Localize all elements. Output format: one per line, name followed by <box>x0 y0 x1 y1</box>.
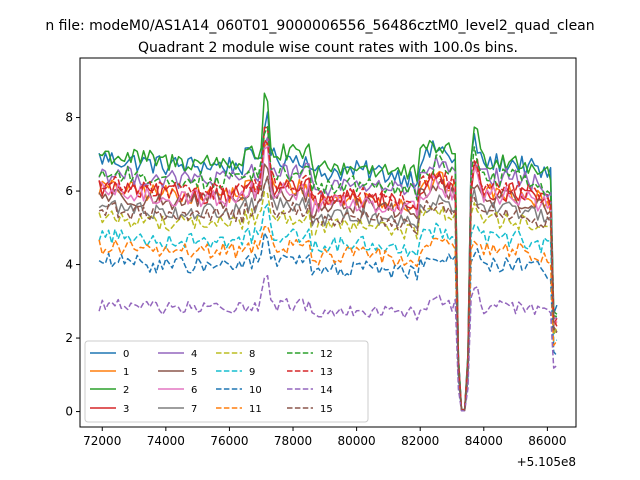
legend-label-13: 13 <box>320 367 333 378</box>
legend-label-5: 5 <box>191 367 197 378</box>
plot-frame <box>79 57 577 428</box>
series-line-13 <box>98 139 558 411</box>
x-tick-label: 84000 <box>465 434 503 448</box>
legend-label-1: 1 <box>123 367 129 378</box>
x-tick-label: 74000 <box>147 434 185 448</box>
legend-label-8: 8 <box>249 349 255 360</box>
legend-label-10: 10 <box>249 385 262 396</box>
legend-label-2: 2 <box>123 385 129 396</box>
y-tick-label: 4 <box>65 258 73 272</box>
y-tick-label: 0 <box>65 405 73 419</box>
series-line-7 <box>98 176 558 411</box>
y-tick-label: 6 <box>65 184 73 198</box>
legend-label-12: 12 <box>320 349 333 360</box>
legend-label-9: 9 <box>249 367 255 378</box>
x-tick-label: 86000 <box>528 434 566 448</box>
series-line-14 <box>98 274 558 412</box>
series-line-4 <box>98 136 558 411</box>
series-line-11 <box>98 225 558 412</box>
series-line-2 <box>98 92 558 411</box>
series-line-15 <box>98 175 558 411</box>
x-axis: 72000 74000 76000 78000 80000 82000 84000 86000 <box>83 427 566 448</box>
legend-label-14: 14 <box>320 385 333 396</box>
series-layer <box>98 92 558 412</box>
legend-label-3: 3 <box>123 404 129 415</box>
legend-label-7: 7 <box>191 404 197 415</box>
series-line-5 <box>98 163 558 411</box>
x-tick-label: 72000 <box>83 434 121 448</box>
legend-label-15: 15 <box>320 404 333 415</box>
series-line-8 <box>98 191 558 411</box>
legend-label-0: 0 <box>123 349 129 360</box>
y-tick-label: 2 <box>65 331 73 345</box>
series-line-10 <box>98 232 558 412</box>
series-line-9 <box>98 203 558 411</box>
y-axis: 0 2 4 6 8 <box>65 111 80 419</box>
x-tick-label: 82000 <box>401 434 439 448</box>
legend-label-6: 6 <box>191 385 197 396</box>
legend-label-4: 4 <box>191 349 197 360</box>
y-tick-label: 8 <box>65 111 73 125</box>
suptitle: n file: modeM0/AS1A14_060T01_9000006556_… <box>45 18 594 34</box>
series-line-12 <box>98 125 558 411</box>
x-offset-label: +5.105e8 <box>517 455 576 469</box>
x-tick-label: 78000 <box>274 434 312 448</box>
x-tick-label: 76000 <box>210 434 248 448</box>
x-tick-label: 80000 <box>338 434 376 448</box>
legend-frame <box>84 340 369 423</box>
legend-label-11: 11 <box>249 404 262 415</box>
chart-title: Quadrant 2 module wise count rates with … <box>138 40 518 56</box>
